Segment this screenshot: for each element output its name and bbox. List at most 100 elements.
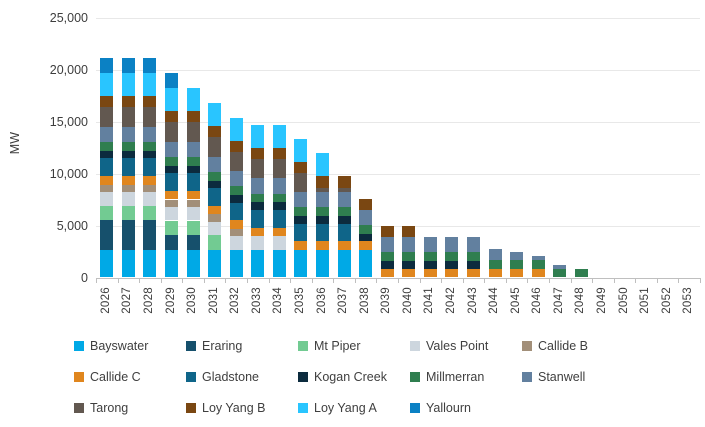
bar-segment-stanwell-2031 [208, 156, 222, 172]
bar-segment-loy-yang-a-2031 [208, 103, 222, 127]
bar-segment-tarong-2036 [316, 187, 329, 193]
bar-segment-bayswater-2037 [337, 250, 351, 278]
bar-segment-loy-yang-b-2027 [121, 96, 135, 108]
bar-segment-stanwell-2046 [531, 256, 545, 261]
bar-segment-vales-point-2029 [165, 206, 178, 221]
bar-segment-callide-c-2031 [208, 205, 222, 215]
bar-segment-bayswater-2030 [186, 250, 200, 278]
bar-segment-loy-yang-a-2034 [272, 125, 286, 149]
bar-segment-stanwell-2027 [121, 126, 135, 142]
x-axis-tick [203, 277, 205, 283]
bar-segment-callide-c-2037 [337, 241, 351, 251]
bar-segment-callide-c-2030 [186, 190, 200, 200]
bar-segment-yallourn-2029 [165, 72, 178, 89]
x-tick-label-2042: 2042 [444, 286, 457, 314]
legend-label: Mt Piper [314, 338, 361, 353]
bar-segment-vales-point-2026 [100, 191, 114, 206]
bar-segment-mt-piper-2031 [208, 235, 222, 251]
bar-segment-millmerran-2046 [531, 260, 545, 269]
bar-segment-loy-yang-b-2040 [402, 225, 416, 238]
bar-segment-millmerran-2044 [488, 260, 502, 269]
legend-swatch [74, 340, 84, 351]
x-tick-label-2050: 2050 [617, 286, 630, 314]
bar-segment-eraring-2027 [121, 220, 135, 251]
bar-segment-millmerran-2031 [208, 171, 222, 181]
bar-segment-gladstone-2029 [165, 173, 178, 191]
legend-label: Stanwell [538, 369, 586, 384]
x-tick-label-2026: 2026 [99, 286, 112, 314]
bar-segment-gladstone-2031 [208, 188, 222, 206]
legend-item-eraring: Eraring [186, 330, 298, 361]
bar-segment-millmerran-2043 [467, 252, 480, 262]
bar-segment-stanwell-2037 [337, 192, 351, 208]
y-gridline [96, 17, 700, 19]
bar-segment-loy-yang-b-2036 [316, 176, 329, 188]
legend-label: Callide B [538, 338, 589, 353]
bar-segment-stanwell-2047 [553, 264, 567, 269]
bar-segment-callide-c-2045 [510, 268, 524, 278]
bar-segment-millmerran-2026 [100, 141, 114, 151]
x-tick-label-2035: 2035 [293, 286, 306, 314]
x-axis-tick [613, 277, 615, 283]
bar-segment-mt-piper-2028 [143, 205, 157, 221]
bar-segment-kogan-creek-2026 [100, 150, 114, 159]
bar-segment-kogan-creek-2038 [359, 233, 373, 242]
bar-segment-bayswater-2033 [251, 250, 265, 278]
x-axis-tick [268, 277, 270, 283]
bar-segment-tarong-2030 [186, 122, 200, 142]
bar-segment-bayswater-2036 [316, 250, 329, 278]
bar-segment-stanwell-2030 [186, 141, 200, 157]
y-tick-label: 10,000 [49, 166, 88, 181]
bar-segment-callide-b-2026 [100, 184, 114, 192]
x-axis-tick [139, 277, 141, 283]
bar-segment-callide-c-2040 [402, 268, 416, 278]
bar-segment-vales-point-2031 [208, 221, 222, 236]
bar-segment-kogan-creek-2033 [251, 202, 265, 211]
bar-segment-loy-yang-a-2033 [251, 125, 265, 149]
x-tick-label-2053: 2053 [682, 286, 695, 314]
bar-segment-yallourn-2028 [143, 57, 157, 74]
bar-segment-millmerran-2039 [380, 252, 394, 262]
bar-segment-callide-b-2028 [143, 184, 157, 192]
x-axis-tick [656, 277, 658, 283]
x-tick-label-2031: 2031 [207, 286, 220, 314]
x-axis-tick [484, 277, 486, 283]
bar-segment-kogan-creek-2040 [402, 261, 416, 269]
bar-segment-loy-yang-b-2026 [100, 96, 114, 108]
legend-swatch [74, 402, 84, 413]
bar-segment-callide-b-2031 [208, 214, 222, 222]
bar-segment-millmerran-2037 [337, 207, 351, 217]
x-axis-tick [376, 277, 378, 283]
x-axis-tick [182, 277, 184, 283]
x-axis-tick [398, 277, 399, 283]
y-tick-label: 25,000 [49, 10, 88, 25]
legend-item-tarong: Tarong [74, 392, 186, 423]
bar-segment-millmerran-2032 [229, 186, 243, 196]
bar-segment-tarong-2033 [251, 159, 265, 179]
legend-label: Bayswater [90, 338, 149, 353]
bar-segment-tarong-2035 [294, 173, 308, 193]
bar-segment-loy-yang-a-2026 [100, 73, 114, 97]
bar-segment-loy-yang-b-2035 [294, 161, 308, 173]
legend-swatch [186, 340, 196, 351]
bar-segment-bayswater-2028 [143, 250, 157, 278]
bar-segment-loy-yang-b-2033 [251, 148, 265, 160]
bar-segment-vales-point-2032 [229, 236, 243, 251]
bar-segment-gladstone-2028 [143, 158, 157, 176]
bar-segment-loy-yang-a-2032 [229, 117, 243, 141]
x-tick-label-2034: 2034 [272, 286, 285, 314]
bar-segment-loy-yang-b-2028 [143, 96, 157, 108]
bar-segment-stanwell-2029 [165, 141, 178, 157]
bar-segment-callide-b-2030 [186, 199, 200, 207]
bar-segment-stanwell-2026 [100, 126, 114, 142]
bar-segment-callide-c-2026 [100, 175, 114, 185]
legend-item-kogan-creek: Kogan Creek [298, 361, 410, 392]
bar-segment-stanwell-2032 [229, 171, 243, 187]
bar-segment-loy-yang-a-2035 [294, 138, 308, 162]
bar-segment-stanwell-2041 [423, 237, 437, 253]
x-tick-label-2045: 2045 [509, 286, 522, 314]
x-axis-tick [700, 277, 701, 283]
legend-item-callide-b: Callide B [522, 330, 634, 361]
bar-segment-gladstone-2035 [294, 223, 308, 242]
